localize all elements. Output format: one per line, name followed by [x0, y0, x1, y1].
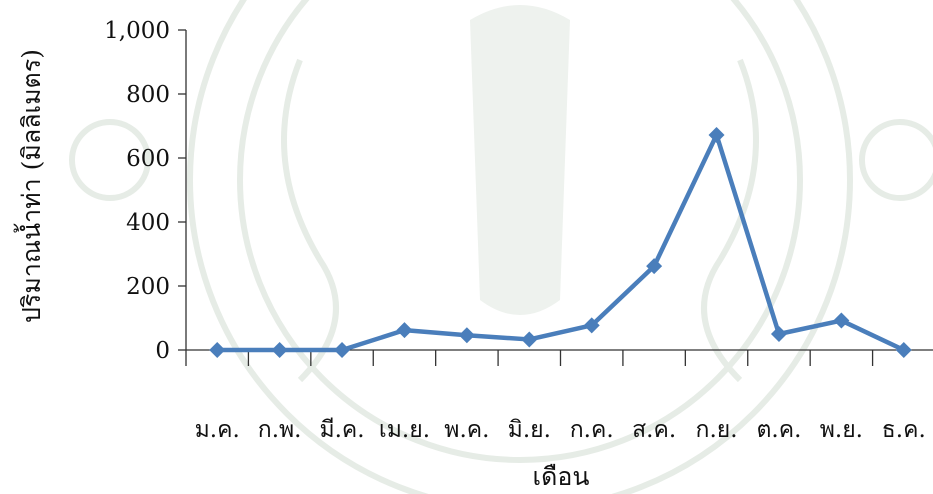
data-point — [895, 342, 912, 358]
y-axis-title: ปริมาณน้ำท่า (มิลลิเมตร) — [13, 49, 46, 323]
x-tick-label: ส.ค. — [632, 417, 676, 443]
x-tick-label: ก.ย. — [696, 417, 738, 443]
data-point — [334, 342, 351, 358]
data-point — [458, 327, 475, 344]
data-point — [521, 331, 538, 348]
x-tick-label: มี.ค. — [319, 417, 364, 443]
series-line — [217, 132, 905, 353]
x-tick-label: ก.ค. — [570, 417, 614, 443]
data-point — [770, 326, 787, 342]
data-point — [583, 317, 600, 334]
y-tick-label: 0 — [155, 338, 170, 364]
data-point — [708, 126, 725, 143]
data-point — [396, 322, 413, 339]
y-tick-label: 1,000 — [104, 18, 170, 44]
y-tick-label: 600 — [126, 146, 170, 172]
x-tick-label: มิ.ย. — [508, 417, 551, 443]
watermark-seal — [69, 0, 933, 494]
data-point — [646, 258, 663, 275]
y-tick-label: 800 — [126, 82, 170, 108]
x-tick-label: ก.พ. — [258, 417, 302, 443]
y-axis-ticks: 0 200 400 600 800 1,000 — [104, 18, 186, 364]
x-tick-label: ม.ค. — [195, 417, 240, 443]
y-tick-label: 400 — [126, 210, 170, 236]
x-axis-ticks: ม.ค. ก.พ. มี.ค. เม.ย. พ.ค. มิ.ย. ก.ค. ส.ค. ก.ย. ต… — [185, 350, 926, 443]
data-point — [833, 312, 850, 329]
x-tick-label: ต.ค. — [756, 417, 801, 443]
series-group — [209, 126, 912, 358]
x-tick-label: พ.ย. — [820, 417, 863, 443]
x-tick-label: พ.ค. — [444, 417, 489, 443]
y-tick-label: 200 — [126, 274, 170, 300]
x-tick-label: เม.ย. — [379, 417, 430, 443]
data-point — [271, 342, 288, 358]
x-tick-label: ธ.ค. — [882, 417, 926, 443]
data-point — [209, 342, 226, 358]
x-axis-title: เดือน — [533, 462, 590, 491]
